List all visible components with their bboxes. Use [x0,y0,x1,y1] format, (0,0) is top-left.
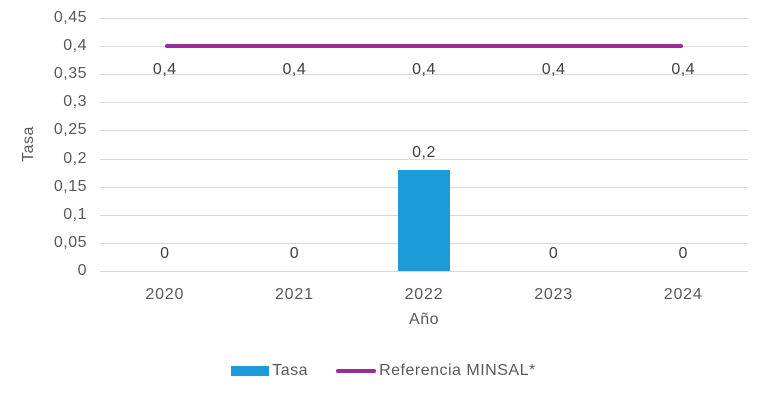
line-swatch-icon [336,369,377,373]
gridline [100,158,748,160]
y-tick-label: 0,4 [63,37,87,55]
y-axis-title: Tasa [20,126,37,162]
gridline [100,18,748,19]
bar-value-label: 0 [160,245,170,262]
x-tick-label: 2020 [145,286,185,303]
line-value-label: 0,4 [412,61,436,79]
bar-value-label: 0,2 [412,143,436,161]
y-tick-label: 0,2 [63,149,87,167]
x-axis-title: Año [409,311,439,328]
x-tick-label: 2023 [534,286,573,303]
bar-value-label: 0 [289,245,300,262]
legend-label-tasa: Tasa [272,362,309,379]
line-value-label: 0,4 [152,61,177,79]
y-tick-label: 0,3 [63,93,87,111]
y-tick-label: 0,35 [53,65,87,83]
gridline [100,74,748,76]
legend-item-tasa: Tasa [231,362,308,380]
bar [398,169,450,271]
y-tick-label: 0,15 [53,177,87,195]
y-tick-label: 0,1 [63,205,87,223]
gridline [100,102,748,104]
legend-item-referencia-minsal: Referencia MINSAL* [336,362,536,380]
gridline [100,130,748,132]
x-tick-label: 2024 [663,286,703,303]
y-tick-label: 0,45 [53,9,87,26]
legend: Tasa Referencia MINSAL* [0,362,767,380]
reference-line [164,44,684,49]
x-tick-label: 2021 [274,286,314,303]
line-value-label: 0,4 [282,61,307,79]
bar-value-label: 0 [678,245,688,262]
x-tick-label: 2022 [404,286,444,303]
y-tick-label: 0,05 [53,233,87,251]
bar-swatch-icon [231,366,270,376]
line-value-label: 0,4 [671,61,696,79]
plot-area: 0 0 0,2 0 0 0,4 0,4 0,4 0,4 0,4 [100,18,748,272]
bar-value-label: 0 [548,245,559,262]
legend-label-referencia-minsal: Referencia MINSAL* [379,362,536,379]
y-tick-label: 0 [77,262,87,279]
line-value-label: 0,4 [541,61,566,79]
y-tick-label: 0,25 [53,121,87,139]
gridline [100,271,748,272]
